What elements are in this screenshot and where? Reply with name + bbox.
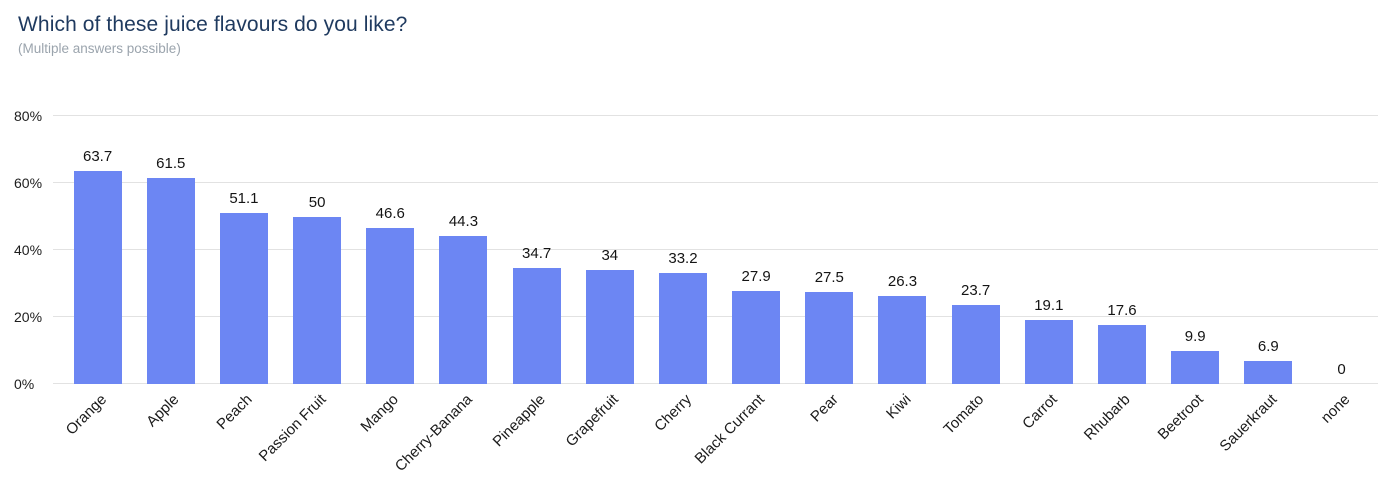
bar-value-label: 34.7 <box>522 244 552 262</box>
bar-slot: 63.7 Orange <box>61 49 134 438</box>
bar-slot: 61.5 Apple <box>134 49 207 430</box>
bars-layer: 63.7 Orange 61.5 Apple 51.1 Peach 50 Passion Fr… <box>61 49 1378 475</box>
gridline <box>53 316 1378 317</box>
bar-value-label: 63.7 <box>82 147 113 165</box>
x-axis-category-label: Black Currant <box>691 391 769 468</box>
bar-slot: 27.9 Black Currant <box>692 49 793 467</box>
bar-slot: 44.3 Cherry-Banana <box>392 49 500 475</box>
x-axis-category-label: Kiwi <box>883 391 915 423</box>
bar <box>1097 325 1146 384</box>
bar-slot: 26.3 Kiwi <box>866 49 939 422</box>
bar-value-label: 50 <box>308 193 326 211</box>
x-axis-category-label: Grapefruit <box>562 391 622 451</box>
chart-header: Which of these juice flavours do you lik… <box>18 12 407 57</box>
bar-value-label: 27.5 <box>814 268 844 286</box>
bar-slot: 46.6 Mango <box>354 49 427 435</box>
gridline <box>53 182 1378 183</box>
x-axis-category-label: Apple <box>143 391 183 431</box>
x-axis-category-label: none <box>1317 391 1354 427</box>
bar <box>512 267 561 384</box>
bar-value-label: 61.5 <box>156 154 186 172</box>
bar <box>878 295 927 384</box>
bar-slot: 23.7 Tomato <box>939 49 1012 438</box>
bar-value-label: 19.1 <box>1034 297 1064 315</box>
x-axis-category-label: Pineapple <box>489 391 549 451</box>
bar <box>1171 350 1220 384</box>
bar-slot: 9.9 Beetroot <box>1155 49 1232 443</box>
bar <box>951 304 1000 384</box>
y-axis-tick-label: 20% <box>14 309 43 325</box>
x-axis-category-label: Carrot <box>1019 391 1061 433</box>
x-axis-category-label: Tomato <box>940 391 988 438</box>
bar-slot: 27.5 Pear <box>793 49 866 425</box>
bar-value-label: 51.1 <box>229 189 259 207</box>
bar-slot: 34.7 Pineapple <box>489 49 573 450</box>
gridline <box>53 249 1378 250</box>
x-axis-category-label: Pear <box>806 391 842 426</box>
bar-slot: 51.1 Peach <box>207 49 280 433</box>
bar <box>585 270 634 384</box>
bar-value-label: 23.7 <box>961 281 991 299</box>
gridline <box>53 115 1378 116</box>
bar-slot: 50 Passion Fruit <box>255 49 354 465</box>
bar-value-label: 26.3 <box>887 272 918 290</box>
x-axis-category-label: Mango <box>357 391 403 436</box>
y-axis-tick-label: 40% <box>14 242 43 258</box>
bar-value-label: 17.6 <box>1107 302 1137 320</box>
bar <box>805 291 854 384</box>
bar-slot: 19.1 Carrot <box>1012 49 1085 432</box>
bar-value-label: 9.9 <box>1184 327 1206 345</box>
bar <box>1244 360 1293 384</box>
x-axis-category-label: Cherry <box>651 391 695 435</box>
bar-slot: 17.6 Rhubarb <box>1081 49 1158 444</box>
bar-value-label: 27.9 <box>741 267 771 285</box>
plot-area: 63.7 Orange 61.5 Apple 51.1 Peach 50 Passion Fr… <box>53 49 1378 475</box>
x-axis-category-label: Cherry-Banana <box>391 391 476 475</box>
bar-value-label: 33.2 <box>668 249 698 267</box>
x-axis-category-label: Rhubarb <box>1081 391 1135 444</box>
bar-slot: 6.9 Sauerkraut <box>1216 49 1305 455</box>
y-axis: 0% 20% 40% 60% 80% <box>14 49 52 392</box>
gridline <box>53 383 1378 384</box>
bar <box>1024 320 1073 384</box>
bar <box>293 216 342 384</box>
bar <box>658 272 707 384</box>
bar-value-label: 34 <box>601 247 619 265</box>
bar-slot: 33.2 Cherry <box>646 49 719 435</box>
bar <box>732 290 781 384</box>
y-axis-tick-label: 80% <box>14 108 43 124</box>
y-axis-tick-label: 60% <box>14 175 43 191</box>
chart-title: Which of these juice flavours do you lik… <box>18 13 408 36</box>
bar <box>366 227 415 384</box>
bar-value-label: 44.3 <box>448 212 479 230</box>
bar-value-label: 6.9 <box>1257 337 1279 355</box>
x-axis-category-label: Orange <box>62 391 110 439</box>
x-axis-category-label: Passion Fruit <box>255 391 330 465</box>
chart-subtitle: (Multiple answers possible) <box>18 41 181 56</box>
bar <box>439 235 488 384</box>
bar-slot: 0 none <box>1305 49 1378 427</box>
bar-value-label: 0 <box>1337 361 1346 378</box>
x-axis-category-label: Peach <box>213 391 256 434</box>
bar-value-label: 46.6 <box>375 204 405 222</box>
bar <box>219 212 268 384</box>
bar-slot: 34 Grapefruit <box>563 49 646 450</box>
gridlines-layer <box>53 49 1378 384</box>
bar <box>73 170 122 384</box>
x-axis-category-label: Sauerkraut <box>1216 391 1281 455</box>
y-axis-tick-label: 0% <box>14 376 35 392</box>
bar <box>146 177 195 384</box>
x-axis-category-label: Beetroot <box>1155 391 1208 444</box>
